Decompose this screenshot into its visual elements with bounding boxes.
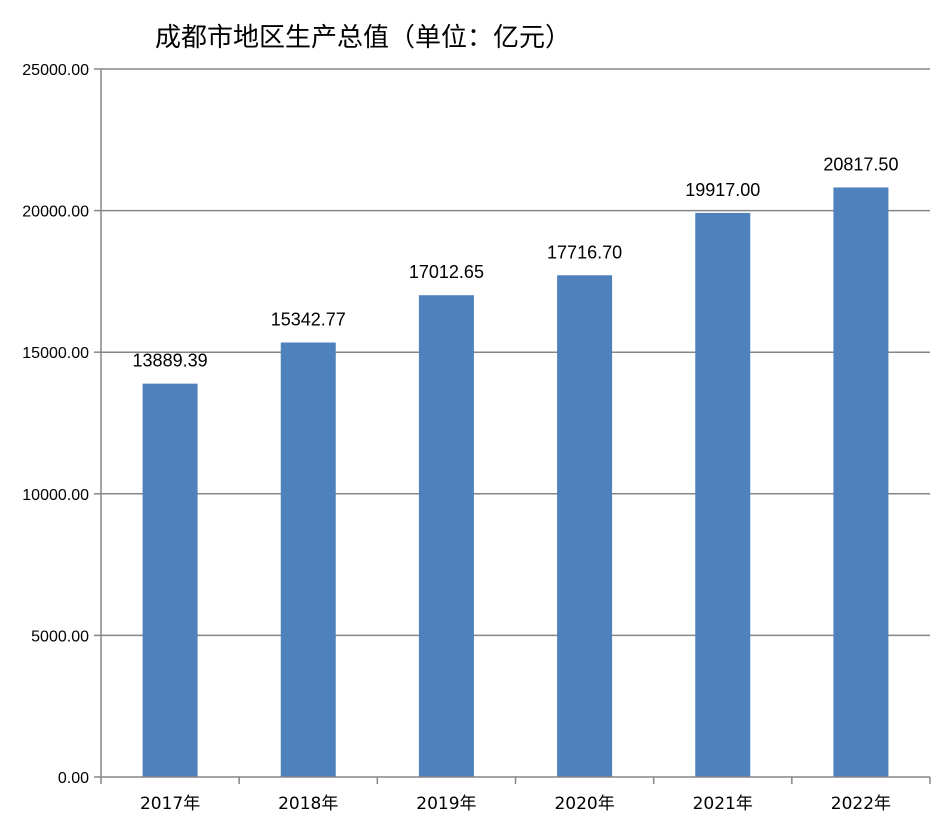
bar [833, 187, 889, 778]
y-axis-ticks: 0.00 5000.00 10000.00 15000.00 20000.00 25000… [22, 62, 101, 787]
bars [142, 187, 889, 778]
data-labels: 13889.39 15342.77 17012.65 17716.70 19917.00… [133, 154, 899, 370]
data-label: 15342.77 [271, 309, 346, 329]
x-tick-label: 2018年 [278, 794, 338, 814]
chart-title: 成都市地区生产总值（单位：亿元） [155, 23, 571, 53]
data-label: 20817.50 [823, 154, 898, 174]
bar [142, 383, 198, 777]
x-tick-label: 2022年 [831, 794, 891, 814]
x-tick-label: 2020年 [554, 794, 614, 814]
x-tick-label: 2021年 [693, 794, 753, 814]
gridlines [101, 68, 930, 637]
x-tick-label: 2017年 [140, 794, 200, 814]
data-label: 13889.39 [133, 351, 208, 371]
x-axis-ticks: 2017年 2018年 2019年 2020年 2021年 2022年 [100, 777, 931, 814]
y-tick-label: 25000.00 [22, 62, 89, 79]
y-tick-label: 5000.00 [31, 628, 89, 645]
y-tick-label: 20000.00 [22, 204, 89, 221]
y-tick-label: 15000.00 [22, 345, 89, 362]
data-label: 17716.70 [547, 242, 622, 262]
bar [280, 342, 336, 777]
bar [418, 295, 474, 777]
axes [100, 69, 930, 778]
data-label: 19917.00 [685, 180, 760, 200]
data-label: 17012.65 [409, 262, 484, 282]
bar [695, 212, 751, 777]
x-tick-label: 2019年 [416, 794, 476, 814]
y-tick-label: 10000.00 [22, 487, 89, 504]
y-tick-label: 0.00 [58, 770, 89, 787]
bar [557, 275, 613, 777]
